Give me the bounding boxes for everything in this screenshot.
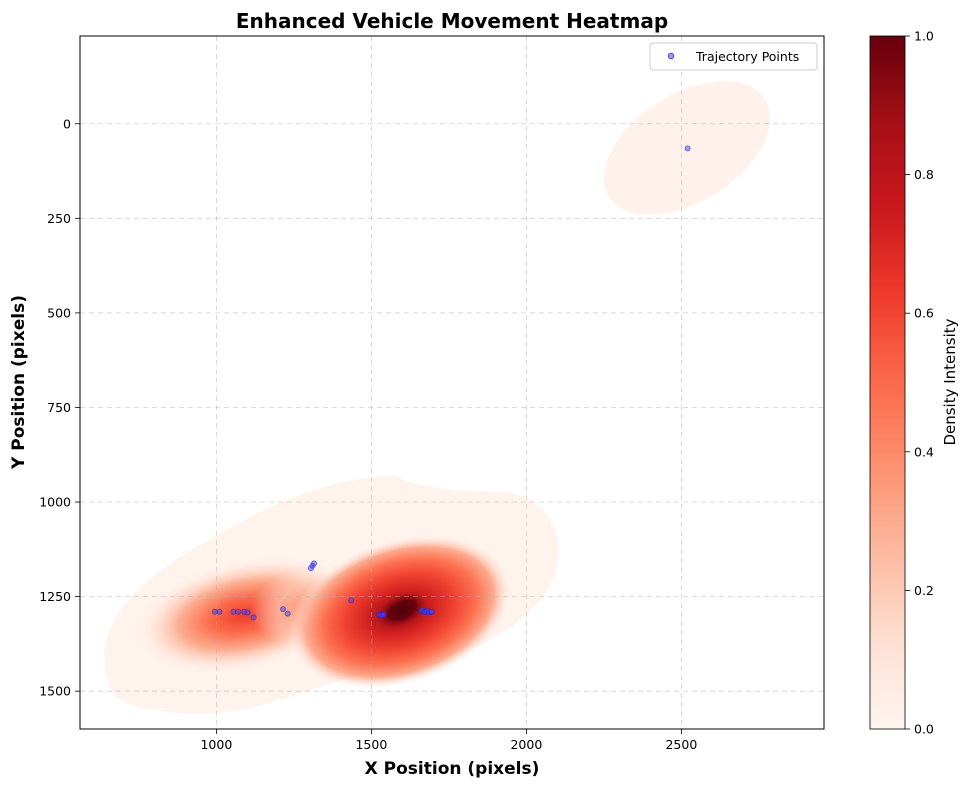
colorbar: 0.0 0.2 0.4 0.6 0.8 1.0 Density Intensity <box>869 29 959 737</box>
trajectory-point <box>380 611 387 618</box>
colorbar-tick-label: 0.8 <box>914 167 934 182</box>
x-tick-label: 1000 <box>200 737 232 752</box>
x-axis-label: X Position (pixels) <box>365 759 540 779</box>
y-axis-label: Y Position (pixels) <box>9 295 29 470</box>
legend-box <box>649 42 818 71</box>
density-layer <box>104 81 771 714</box>
y-tick-label: 0 <box>63 116 71 131</box>
trajectory-point <box>250 614 257 621</box>
x-tick-label: 1500 <box>355 737 387 752</box>
y-tick-label: 1500 <box>39 684 71 699</box>
colorbar-tick-label: 0.6 <box>914 306 934 321</box>
trajectory-point <box>280 606 287 613</box>
y-tick-label: 750 <box>47 400 71 415</box>
trajectory-point <box>428 608 435 615</box>
contour-ring <box>387 599 417 621</box>
trajectory-points <box>211 145 691 621</box>
legend-marker <box>667 52 675 60</box>
colorbar-label: Density Intensity <box>941 318 959 445</box>
trajectory-point <box>244 609 251 616</box>
colorbar-tick-label: 0.0 <box>914 722 934 737</box>
plot-frame <box>79 35 825 730</box>
chart-title: Enhanced Vehicle Movement Heatmap <box>236 9 668 33</box>
trajectory-point <box>235 608 242 615</box>
colorbar-tick-label: 1.0 <box>914 29 934 44</box>
trajectory-point <box>684 145 691 152</box>
density-core <box>377 592 427 628</box>
y-tick-label: 500 <box>47 305 71 320</box>
y-axis-ticks: 0 250 500 750 1000 1250 1500 <box>39 116 80 699</box>
x-tick-label: 2000 <box>510 737 542 752</box>
trajectory-point <box>348 597 355 604</box>
trajectory-point <box>311 560 318 567</box>
colorbar-tick-label: 0.4 <box>914 444 934 459</box>
trajectory-point <box>216 608 223 615</box>
legend: Trajectory Points <box>649 42 818 71</box>
legend-label: Trajectory Points <box>695 49 799 64</box>
x-axis-ticks: 1000 1500 2000 2500 <box>200 729 697 752</box>
colorbar-tick-label: 0.2 <box>914 583 934 598</box>
colorbar-ticks: 0.0 0.2 0.4 0.6 0.8 1.0 <box>905 29 934 737</box>
y-tick-label: 250 <box>47 211 71 226</box>
y-tick-label: 1250 <box>39 589 71 604</box>
x-tick-label: 2500 <box>665 737 697 752</box>
trajectory-point <box>284 610 291 617</box>
colorbar-gradient <box>869 35 906 730</box>
y-tick-label: 1000 <box>39 495 71 510</box>
